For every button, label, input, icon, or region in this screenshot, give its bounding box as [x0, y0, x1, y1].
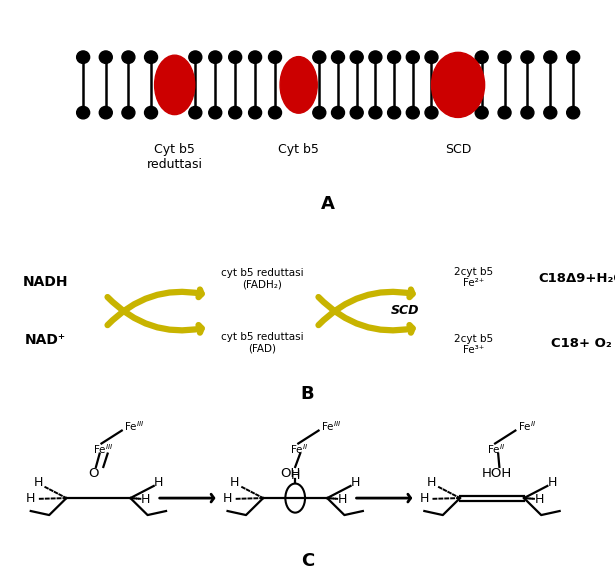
- Circle shape: [425, 51, 438, 63]
- Text: Cyt b5
reduttasi: Cyt b5 reduttasi: [146, 143, 203, 170]
- Text: H: H: [154, 476, 164, 489]
- Text: H: H: [534, 493, 544, 506]
- Circle shape: [331, 51, 344, 63]
- Circle shape: [498, 106, 511, 119]
- Circle shape: [269, 51, 282, 63]
- Text: Fe$^{II}$: Fe$^{II}$: [487, 443, 506, 456]
- Circle shape: [369, 106, 382, 119]
- Text: 2cyt b5
Fe²⁺: 2cyt b5 Fe²⁺: [454, 267, 493, 289]
- Circle shape: [521, 51, 534, 63]
- Circle shape: [99, 51, 113, 63]
- Text: H: H: [230, 476, 240, 489]
- Circle shape: [313, 51, 326, 63]
- Text: NAD⁺: NAD⁺: [25, 333, 66, 347]
- Text: H: H: [419, 492, 429, 505]
- Text: H: H: [223, 492, 232, 505]
- Text: H: H: [547, 476, 557, 489]
- Circle shape: [77, 106, 90, 119]
- Circle shape: [544, 51, 557, 63]
- Circle shape: [229, 51, 242, 63]
- Circle shape: [208, 106, 222, 119]
- Text: SCD: SCD: [391, 304, 419, 317]
- Text: Fe$^{II}$: Fe$^{II}$: [290, 443, 309, 456]
- Text: Fe$^{III}$: Fe$^{III}$: [321, 419, 342, 434]
- Circle shape: [475, 106, 488, 119]
- Circle shape: [313, 106, 326, 119]
- Circle shape: [189, 51, 202, 63]
- Ellipse shape: [432, 53, 485, 118]
- Circle shape: [331, 106, 344, 119]
- Text: C18Δ9+H₂O: C18Δ9+H₂O: [538, 272, 615, 285]
- Circle shape: [498, 51, 511, 63]
- Circle shape: [269, 106, 282, 119]
- Circle shape: [350, 51, 363, 63]
- Circle shape: [350, 106, 363, 119]
- Circle shape: [475, 51, 488, 63]
- Circle shape: [145, 51, 157, 63]
- Circle shape: [77, 51, 90, 63]
- Text: B: B: [301, 384, 314, 402]
- Text: H: H: [33, 476, 43, 489]
- Circle shape: [145, 106, 157, 119]
- Text: Fe$^{II}$: Fe$^{II}$: [518, 419, 536, 434]
- Ellipse shape: [154, 55, 195, 114]
- Circle shape: [122, 51, 135, 63]
- Text: SCD: SCD: [445, 143, 471, 156]
- Text: A: A: [321, 195, 335, 213]
- Text: H: H: [351, 476, 360, 489]
- Circle shape: [407, 106, 419, 119]
- Ellipse shape: [280, 57, 317, 113]
- Circle shape: [369, 51, 382, 63]
- Circle shape: [425, 106, 438, 119]
- Circle shape: [189, 106, 202, 119]
- Text: cyt b5 reduttasi
(FAD): cyt b5 reduttasi (FAD): [221, 332, 304, 354]
- Text: Cyt b5: Cyt b5: [278, 143, 319, 156]
- Text: C: C: [301, 552, 314, 566]
- Circle shape: [407, 51, 419, 63]
- Circle shape: [387, 51, 400, 63]
- Circle shape: [208, 51, 222, 63]
- Text: H: H: [26, 492, 36, 505]
- Circle shape: [99, 106, 113, 119]
- Circle shape: [387, 106, 400, 119]
- Text: H: H: [141, 493, 151, 506]
- Text: 2cyt b5
Fe³⁺: 2cyt b5 Fe³⁺: [454, 334, 493, 355]
- Text: NADH: NADH: [23, 275, 68, 289]
- Text: C18+ O₂: C18+ O₂: [552, 337, 612, 350]
- Text: OH: OH: [280, 468, 301, 481]
- Text: H: H: [290, 469, 300, 482]
- Text: Fe$^{III}$: Fe$^{III}$: [93, 443, 114, 456]
- Text: HOH: HOH: [482, 468, 512, 481]
- Circle shape: [248, 51, 261, 63]
- Text: cyt b5 reduttasi
(FADH₂): cyt b5 reduttasi (FADH₂): [221, 268, 304, 290]
- Circle shape: [122, 106, 135, 119]
- Circle shape: [566, 51, 580, 63]
- Circle shape: [544, 106, 557, 119]
- Text: O: O: [88, 468, 99, 481]
- Circle shape: [248, 106, 261, 119]
- Circle shape: [521, 106, 534, 119]
- Text: H: H: [427, 476, 437, 489]
- Circle shape: [566, 106, 580, 119]
- Text: H: H: [338, 493, 347, 506]
- Circle shape: [229, 106, 242, 119]
- Text: Fe$^{III}$: Fe$^{III}$: [124, 419, 145, 434]
